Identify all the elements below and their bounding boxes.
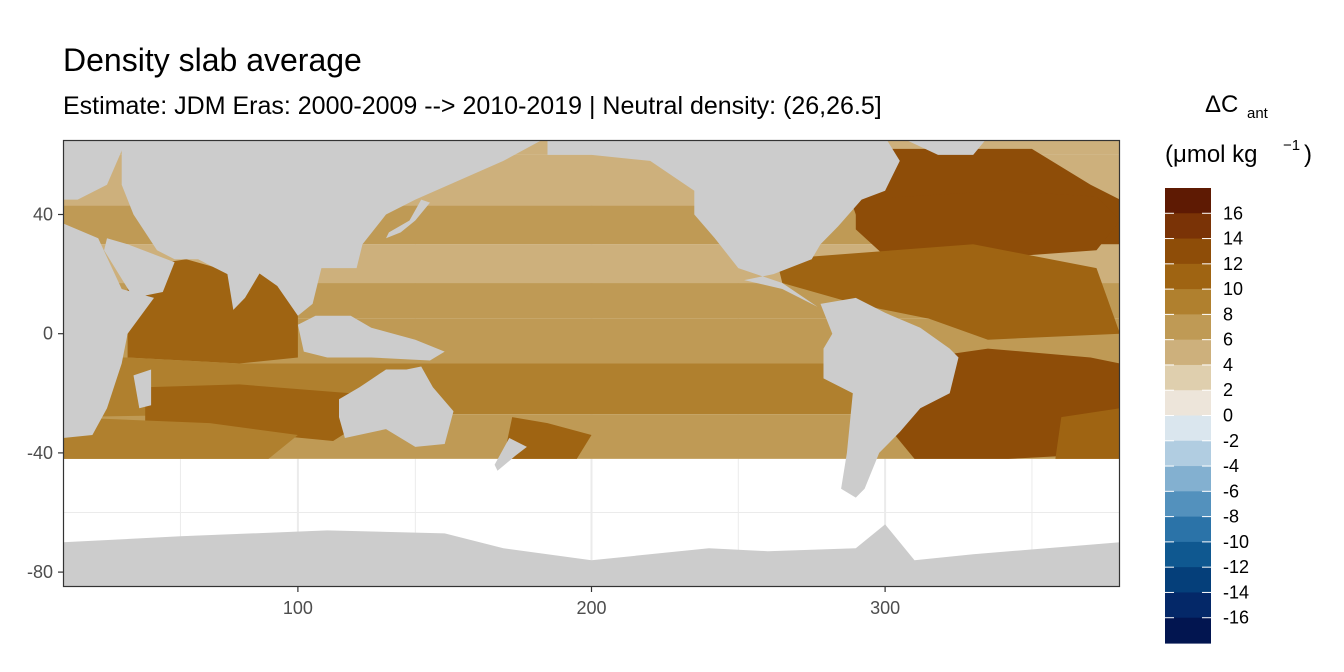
y-tick-label: 40 — [33, 205, 53, 225]
colorbar-label: -6 — [1223, 481, 1239, 501]
colorbar-segment — [1165, 339, 1211, 366]
land-africa — [63, 223, 154, 438]
colorbar-segment — [1165, 263, 1211, 290]
chart-subtitle: Estimate: JDM Eras: 2000-2009 --> 2010-2… — [63, 92, 882, 120]
colorbar-segment — [1165, 491, 1211, 518]
colorbar-segment — [1165, 390, 1211, 417]
x-tick-label: 200 — [576, 598, 606, 618]
land-south-america — [820, 297, 959, 498]
colorbar-segment — [1165, 466, 1211, 492]
y-tick-label: -40 — [27, 443, 53, 463]
colorbar-label: -8 — [1223, 507, 1239, 527]
land-india — [203, 256, 263, 310]
atlantic-north-core — [855, 190, 1120, 260]
atlantic-tropical — [776, 244, 1120, 340]
pacific-southwest-core — [503, 417, 592, 459]
land-australia — [339, 366, 454, 447]
colorbar-segment — [1165, 617, 1211, 644]
colorbar-segment — [1165, 415, 1211, 442]
colorbar-label: -10 — [1223, 532, 1249, 552]
colorbar-segment — [1165, 314, 1211, 341]
colorbar-label: 8 — [1223, 304, 1233, 324]
x-tick-label: 300 — [870, 598, 900, 618]
land-maritime-continent — [297, 315, 445, 361]
legend-unit: (μmol kg — [1165, 141, 1258, 168]
land-europe — [63, 140, 127, 200]
y-tick-label: -80 — [27, 562, 53, 582]
indian-south-band — [63, 417, 298, 459]
colorbar-label: -14 — [1223, 582, 1249, 602]
colorbar-label: -16 — [1223, 608, 1249, 628]
colorbar-label: 16 — [1223, 203, 1243, 223]
colorbar-segment — [1165, 213, 1211, 240]
land-arabia — [104, 238, 175, 298]
colorbar-label: -4 — [1223, 456, 1239, 476]
land-new-zealand — [494, 438, 527, 471]
colorbar-segment — [1165, 238, 1211, 265]
colorbar-label: 10 — [1223, 279, 1243, 299]
colorbar-legend: ΔC ant (μmol kg −1) 16 14 12 10 8 6 4 2 0 -2 -4 -6 -8 -10… — [1165, 91, 1312, 644]
legend-unit-superscript: −1 — [1283, 137, 1300, 154]
map-panel — [62, 139, 1121, 588]
colorbar-segment — [1165, 364, 1211, 391]
land-greenland — [906, 140, 986, 155]
colorbar-segment — [1165, 289, 1211, 315]
chart-title: Density slab average — [63, 42, 362, 78]
indian-north — [127, 259, 298, 364]
panel-border — [62, 139, 1121, 588]
colorbar-label: 2 — [1223, 380, 1233, 400]
land-antarctica — [63, 524, 1120, 587]
colorbar-segment — [1165, 440, 1211, 467]
colorbar-label: -2 — [1223, 431, 1239, 451]
x-tick-label: 100 — [283, 598, 313, 618]
land-madagascar — [133, 369, 152, 409]
legend-title-subscript: ant — [1247, 105, 1269, 122]
colorbar-label: 0 — [1223, 406, 1233, 426]
y-tick-label: 0 — [43, 324, 53, 344]
land-asia — [121, 140, 542, 316]
land-japan — [386, 199, 430, 239]
map-layers — [63, 140, 1120, 587]
colorbar-segment — [1165, 567, 1211, 594]
legend-title-symbol: ΔC — [1205, 91, 1238, 118]
colorbar-label: 12 — [1223, 254, 1243, 274]
land-north-america — [547, 140, 900, 307]
legend-unit-close: ) — [1304, 141, 1312, 168]
colorbar-label: 6 — [1223, 330, 1233, 350]
colorbar-label: -12 — [1223, 557, 1249, 577]
colorbar-segment — [1165, 516, 1211, 543]
colorbar-label: 4 — [1223, 355, 1233, 375]
colorbar-label: 14 — [1223, 229, 1243, 249]
colorbar-segment — [1165, 592, 1211, 619]
atlantic-south-east — [1055, 408, 1120, 459]
colorbar-segment — [1165, 541, 1211, 568]
colorbar-segment — [1165, 188, 1211, 214]
